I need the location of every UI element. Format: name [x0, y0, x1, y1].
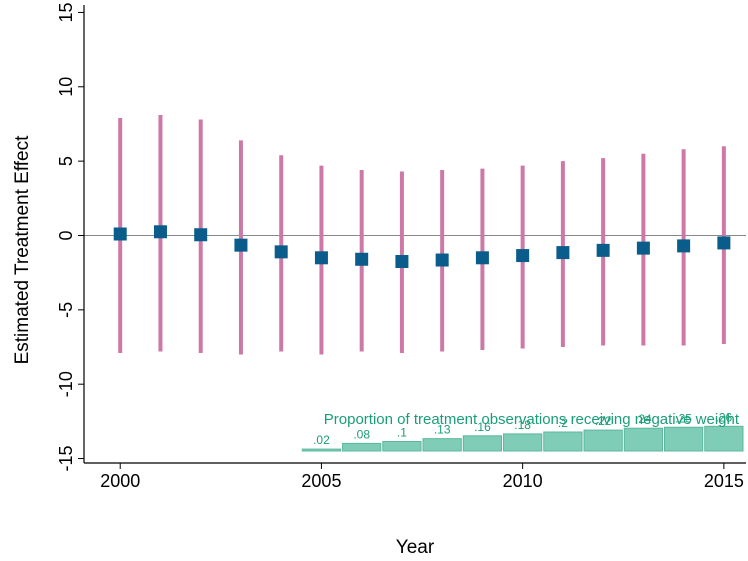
- weight-bar-2011: [543, 431, 583, 452]
- x-axis-label: Year: [396, 537, 435, 558]
- estimate-point-2009: [475, 251, 489, 265]
- x-tick-label-2005: 2005: [301, 471, 341, 491]
- y-tick-label-10: 10: [56, 77, 76, 97]
- weight-bar-2014: [664, 426, 704, 452]
- weight-bar-2008: [422, 438, 462, 452]
- weight-bar-2009: [462, 435, 503, 452]
- weight-label-2010: .18: [514, 418, 531, 432]
- estimate-point-2010: [516, 249, 530, 263]
- y-tick-label--5: -5: [56, 302, 76, 318]
- estimate-point-2013: [636, 241, 650, 255]
- y-tick-label-15: 15: [56, 2, 76, 22]
- y-tick-label--15: -15: [56, 446, 76, 472]
- estimate-point-2002: [194, 228, 208, 242]
- axes: -15 -10 -5 0 5 10 15 2000 2005 2010 2015: [56, 2, 746, 491]
- weight-bar-2006: [342, 442, 382, 452]
- y-axis-label: Estimated Treatment Effect: [12, 135, 33, 365]
- weight-bar-2015: [704, 425, 744, 452]
- estimate-point-2011: [556, 246, 570, 260]
- weight-label-2011: .2: [558, 416, 568, 430]
- estimate-point-2004: [274, 245, 288, 259]
- weight-bar-2012: [583, 429, 623, 452]
- estimate-point-2012: [596, 243, 610, 257]
- x-tick-label-2010: 2010: [503, 471, 543, 491]
- weight-label-2005: .02: [313, 433, 330, 447]
- y-tick-label-5: 5: [56, 156, 76, 166]
- estimate-point-2015: [717, 236, 731, 250]
- weight-label-2015: .26: [716, 410, 733, 424]
- estimate-point-2006: [355, 252, 369, 266]
- estimate-point-2007: [395, 255, 409, 269]
- weight-label-2014: .25: [675, 411, 692, 425]
- weight-label-2009: .16: [474, 420, 491, 434]
- y-tick-label-0: 0: [56, 230, 76, 240]
- weight-label-2013: .24: [635, 412, 652, 426]
- estimate-point-2014: [677, 239, 691, 253]
- weight-label-2006: .08: [353, 427, 370, 441]
- estimate-point-2003: [234, 238, 248, 252]
- weight-bar-2010: [503, 433, 543, 452]
- weight-label-2007: .1: [397, 426, 407, 440]
- weight-bar-2013: [623, 427, 664, 452]
- x-tick-label-2000: 2000: [100, 471, 140, 491]
- weight-label-2012: .22: [595, 414, 612, 428]
- weight-label-2008: .13: [434, 423, 451, 437]
- estimate-point-2008: [435, 253, 449, 267]
- estimate-point-2001: [153, 225, 167, 239]
- estimate-point-2005: [314, 251, 328, 265]
- y-tick-label--10: -10: [56, 371, 76, 397]
- estimate-point-2000: [113, 227, 127, 241]
- plot-area: .02 .08 .1 .13 .16 .18 .2 .22 .24 .25 .26: [84, 115, 746, 452]
- negative-weight-annotation: Proportion of treatment observations rec…: [324, 411, 740, 428]
- x-tick-label-2015: 2015: [704, 471, 744, 491]
- weight-bar-2007: [382, 441, 422, 452]
- weight-bar-2005: [301, 448, 342, 452]
